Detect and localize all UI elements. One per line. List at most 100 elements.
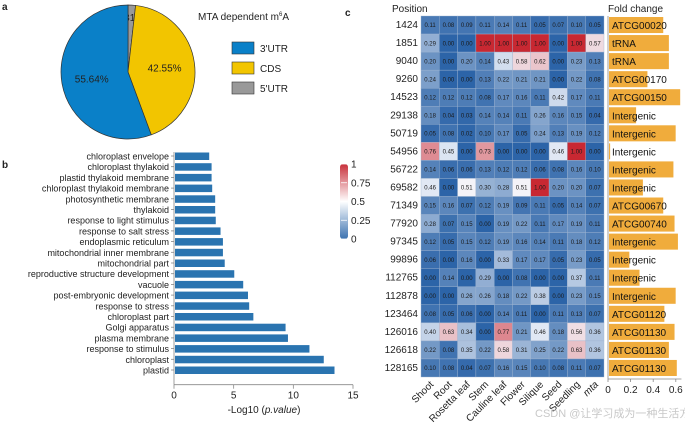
pie-title: MTA dependent m6A — [198, 12, 289, 23]
fold-bar — [609, 179, 643, 196]
fold-bar-label: Intergenic — [612, 165, 656, 176]
heatmap-cell-value: 0.15 — [571, 113, 583, 119]
heatmap-cell-value: 0.22 — [516, 294, 528, 300]
go-category-label: endoplasmic reticulum — [79, 237, 169, 247]
heatmap-cell-value: 0.23 — [571, 258, 583, 264]
heatmap-cell-value: 0.36 — [589, 348, 601, 354]
heatmap-cell-value: 0.16 — [498, 366, 510, 372]
heatmap-cell-value: 0.43 — [498, 59, 510, 65]
heatmap-cell-value: 0.08 — [424, 312, 436, 318]
fold-bar — [609, 89, 681, 106]
heatmap-cell-value: 1.00 — [571, 150, 583, 156]
heatmap-cell-value: 0.18 — [424, 113, 436, 119]
go-bar — [175, 238, 223, 246]
panel-label-c: c — [345, 8, 351, 19]
legend-label: CDS — [260, 64, 281, 75]
heatmap-cell-value: 0.11 — [516, 113, 528, 119]
heatmap-cell-value: 0.07 — [552, 23, 564, 29]
heatmap-cell-value: 0.12 — [443, 95, 455, 101]
fold-bar — [609, 251, 630, 268]
heatmap-cell-value: 0.63 — [571, 348, 583, 354]
go-category-label: Golgi apparatus — [105, 323, 169, 333]
pie-title-sup: 6 — [279, 12, 283, 18]
pie-slice-label: 55.64% — [75, 74, 109, 85]
heatmap-cell-value: 0.12 — [424, 95, 436, 101]
go-bar — [175, 355, 324, 364]
pie-slice-label: 1.81% — [116, 13, 144, 24]
go-category-label: mitochondrial part — [97, 259, 169, 269]
heatmap-row-label: 14523 — [390, 92, 418, 103]
fold-bar-label: ATCG01130 — [612, 328, 667, 339]
heatmap-cell-value: 0.00 — [424, 276, 436, 282]
heatmap-cell-value: 0.37 — [571, 276, 583, 282]
fold-x-tick-label: 0 — [605, 385, 611, 396]
fold-bar — [609, 161, 674, 178]
heatmap-cell-value: 0.22 — [571, 77, 583, 83]
pie-slice-label: 42.55% — [148, 64, 182, 75]
heatmap-cell-value: 0.45 — [443, 150, 455, 156]
heatmap-cell-value: 0.12 — [424, 240, 436, 246]
heatmap-cell-value: 0.22 — [498, 77, 510, 83]
heatmap-cell-value: 0.00 — [461, 150, 473, 156]
heatmap-cell-value: 0.31 — [516, 348, 528, 354]
fold-bar — [609, 323, 675, 340]
heatmap-cell-value: 0.00 — [479, 312, 491, 318]
heatmap-cell-value: 0.00 — [552, 77, 564, 83]
heatmap-cell-value: 0.15 — [424, 204, 436, 210]
heatmap-cell-value: 0.20 — [552, 186, 564, 192]
go-bar — [175, 206, 216, 214]
heatmap-cell-value: 0.34 — [461, 330, 473, 336]
heatmap-row-label: 112765 — [385, 273, 418, 284]
heatmap-cell-value: 0.05 — [516, 132, 528, 138]
go-x-tick-label: 5 — [231, 391, 237, 402]
heatmap-cell-value: 0.06 — [424, 258, 436, 264]
heatmap-row-label: 9260 — [396, 74, 419, 85]
fold-bar — [609, 269, 640, 286]
legend-label: 3'UTR — [260, 44, 288, 55]
go-bar — [175, 345, 310, 353]
fold-bar-label: Intergenic — [612, 238, 656, 249]
heatmap-cell-value: 0.08 — [443, 348, 455, 354]
legend-swatch — [231, 61, 255, 75]
fold-change-bar-chart: ATCG00020 tRNA tRNA ATCG00170 ATCG00150 Inter… — [605, 16, 683, 396]
fold-bar — [609, 287, 676, 304]
heatmap-cell-value: 0.77 — [498, 330, 510, 336]
heatmap-row-label: 126618 — [385, 345, 419, 356]
heatmap-cell-value: 0.17 — [571, 95, 583, 101]
fold-bar-label: tRNA — [612, 57, 636, 68]
heatmap-cell-value: 0.00 — [443, 41, 455, 47]
heatmap-cell-value: 0.12 — [516, 168, 528, 174]
heatmap-cell-value: 0.00 — [552, 41, 564, 47]
heatmap-cell-value: 0.00 — [443, 59, 455, 65]
fold-bar-label: tRNA — [612, 39, 636, 50]
heatmap-cell-value: 0.63 — [443, 330, 455, 336]
heatmap-cell-value: 0.16 — [571, 168, 583, 174]
heatmap-cell-value: 0.08 — [516, 276, 528, 282]
heatmap-cell-value: 0.14 — [498, 113, 510, 119]
heatmap-row-label: 50719 — [390, 128, 418, 139]
heatmap-cell-value: 0.17 — [516, 258, 528, 264]
fold-bar — [609, 107, 637, 124]
fold-bar-label: Intergenic — [612, 183, 656, 194]
go-category-label: response to light stimulus — [67, 216, 169, 226]
heatmap-cell-value: 0.24 — [534, 132, 546, 138]
go-category-label: chloroplast envelope — [86, 152, 169, 162]
heatmap-cell-value: 0.58 — [516, 59, 528, 65]
fold-bar-label: ATCG00020 — [612, 21, 667, 32]
go-category-label: photosynthetic membrane — [65, 194, 169, 204]
heatmap-cell-value: 0.02 — [461, 132, 473, 138]
go-bar — [175, 163, 212, 171]
heatmap-row-label: 126016 — [385, 327, 419, 338]
heatmap-cell-value: 0.00 — [534, 276, 546, 282]
fold-x-tick-label: 0.4 — [646, 385, 660, 396]
heatmap-cell-value: 0.17 — [552, 222, 564, 228]
fold-bar-label: ATCG01130 — [612, 346, 667, 357]
heatmap-cell-value: 0.10 — [534, 366, 546, 372]
go-bar — [175, 302, 250, 310]
go-bar — [175, 152, 210, 160]
heatmap-cell-value: 0.26 — [461, 294, 473, 300]
heatmap-cell-value: 0.11 — [425, 23, 437, 29]
fold-bar-label: ATCG00740 — [612, 220, 667, 231]
heatmap-cell-value: 0.26 — [479, 294, 491, 300]
go-bar — [175, 270, 235, 278]
